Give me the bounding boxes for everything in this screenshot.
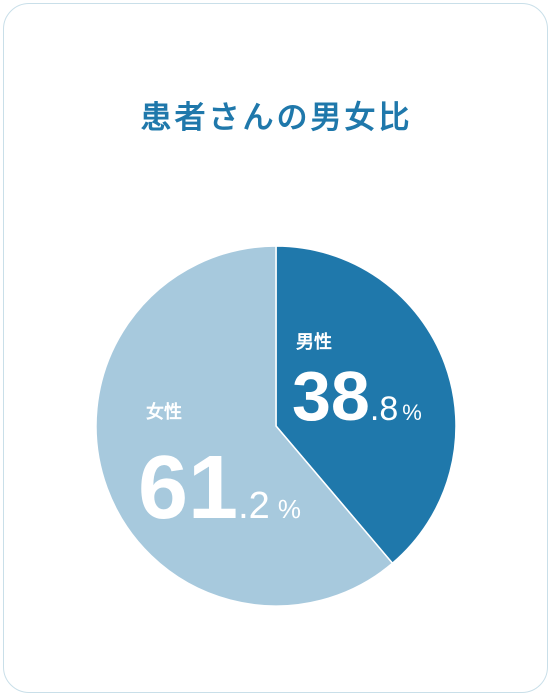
label-male-int: 38: [292, 357, 370, 435]
label-female-value: 61.2%: [138, 438, 301, 538]
label-female-int: 61: [138, 438, 238, 538]
label-female-name: 女性: [146, 401, 182, 423]
chart-title: 患者さんの男女比: [140, 100, 413, 136]
label-female-dec: .2: [238, 485, 270, 527]
label-male-name: 男性: [296, 331, 332, 353]
slice-female: [95, 245, 394, 607]
slice-male: [275, 245, 457, 565]
label-male-dec: .8: [370, 390, 398, 428]
label-male-unit: %: [402, 400, 422, 425]
label-female-unit: %: [278, 494, 301, 524]
label-male-value: 38.8%: [292, 357, 422, 435]
